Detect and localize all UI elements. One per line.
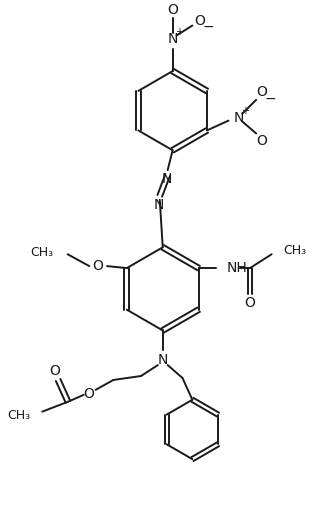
Text: −: −	[202, 20, 214, 33]
Text: CH₃: CH₃	[283, 244, 307, 257]
Text: O: O	[92, 259, 103, 273]
Text: N: N	[157, 353, 168, 367]
Text: O: O	[256, 134, 268, 149]
Text: NH: NH	[226, 261, 247, 275]
Text: O: O	[256, 85, 268, 99]
Text: O: O	[50, 364, 61, 378]
Text: CH₃: CH₃	[7, 409, 31, 422]
Text: N: N	[233, 111, 244, 124]
Text: N: N	[167, 32, 178, 46]
Text: O: O	[167, 3, 178, 17]
Text: CH₃: CH₃	[31, 246, 54, 259]
Text: N: N	[154, 198, 164, 212]
Text: N: N	[161, 172, 172, 186]
Text: O: O	[194, 13, 205, 28]
Text: +: +	[175, 27, 184, 38]
Text: O: O	[83, 387, 94, 401]
Text: O: O	[245, 296, 256, 310]
Text: −: −	[264, 92, 276, 106]
Text: +: +	[241, 106, 249, 116]
